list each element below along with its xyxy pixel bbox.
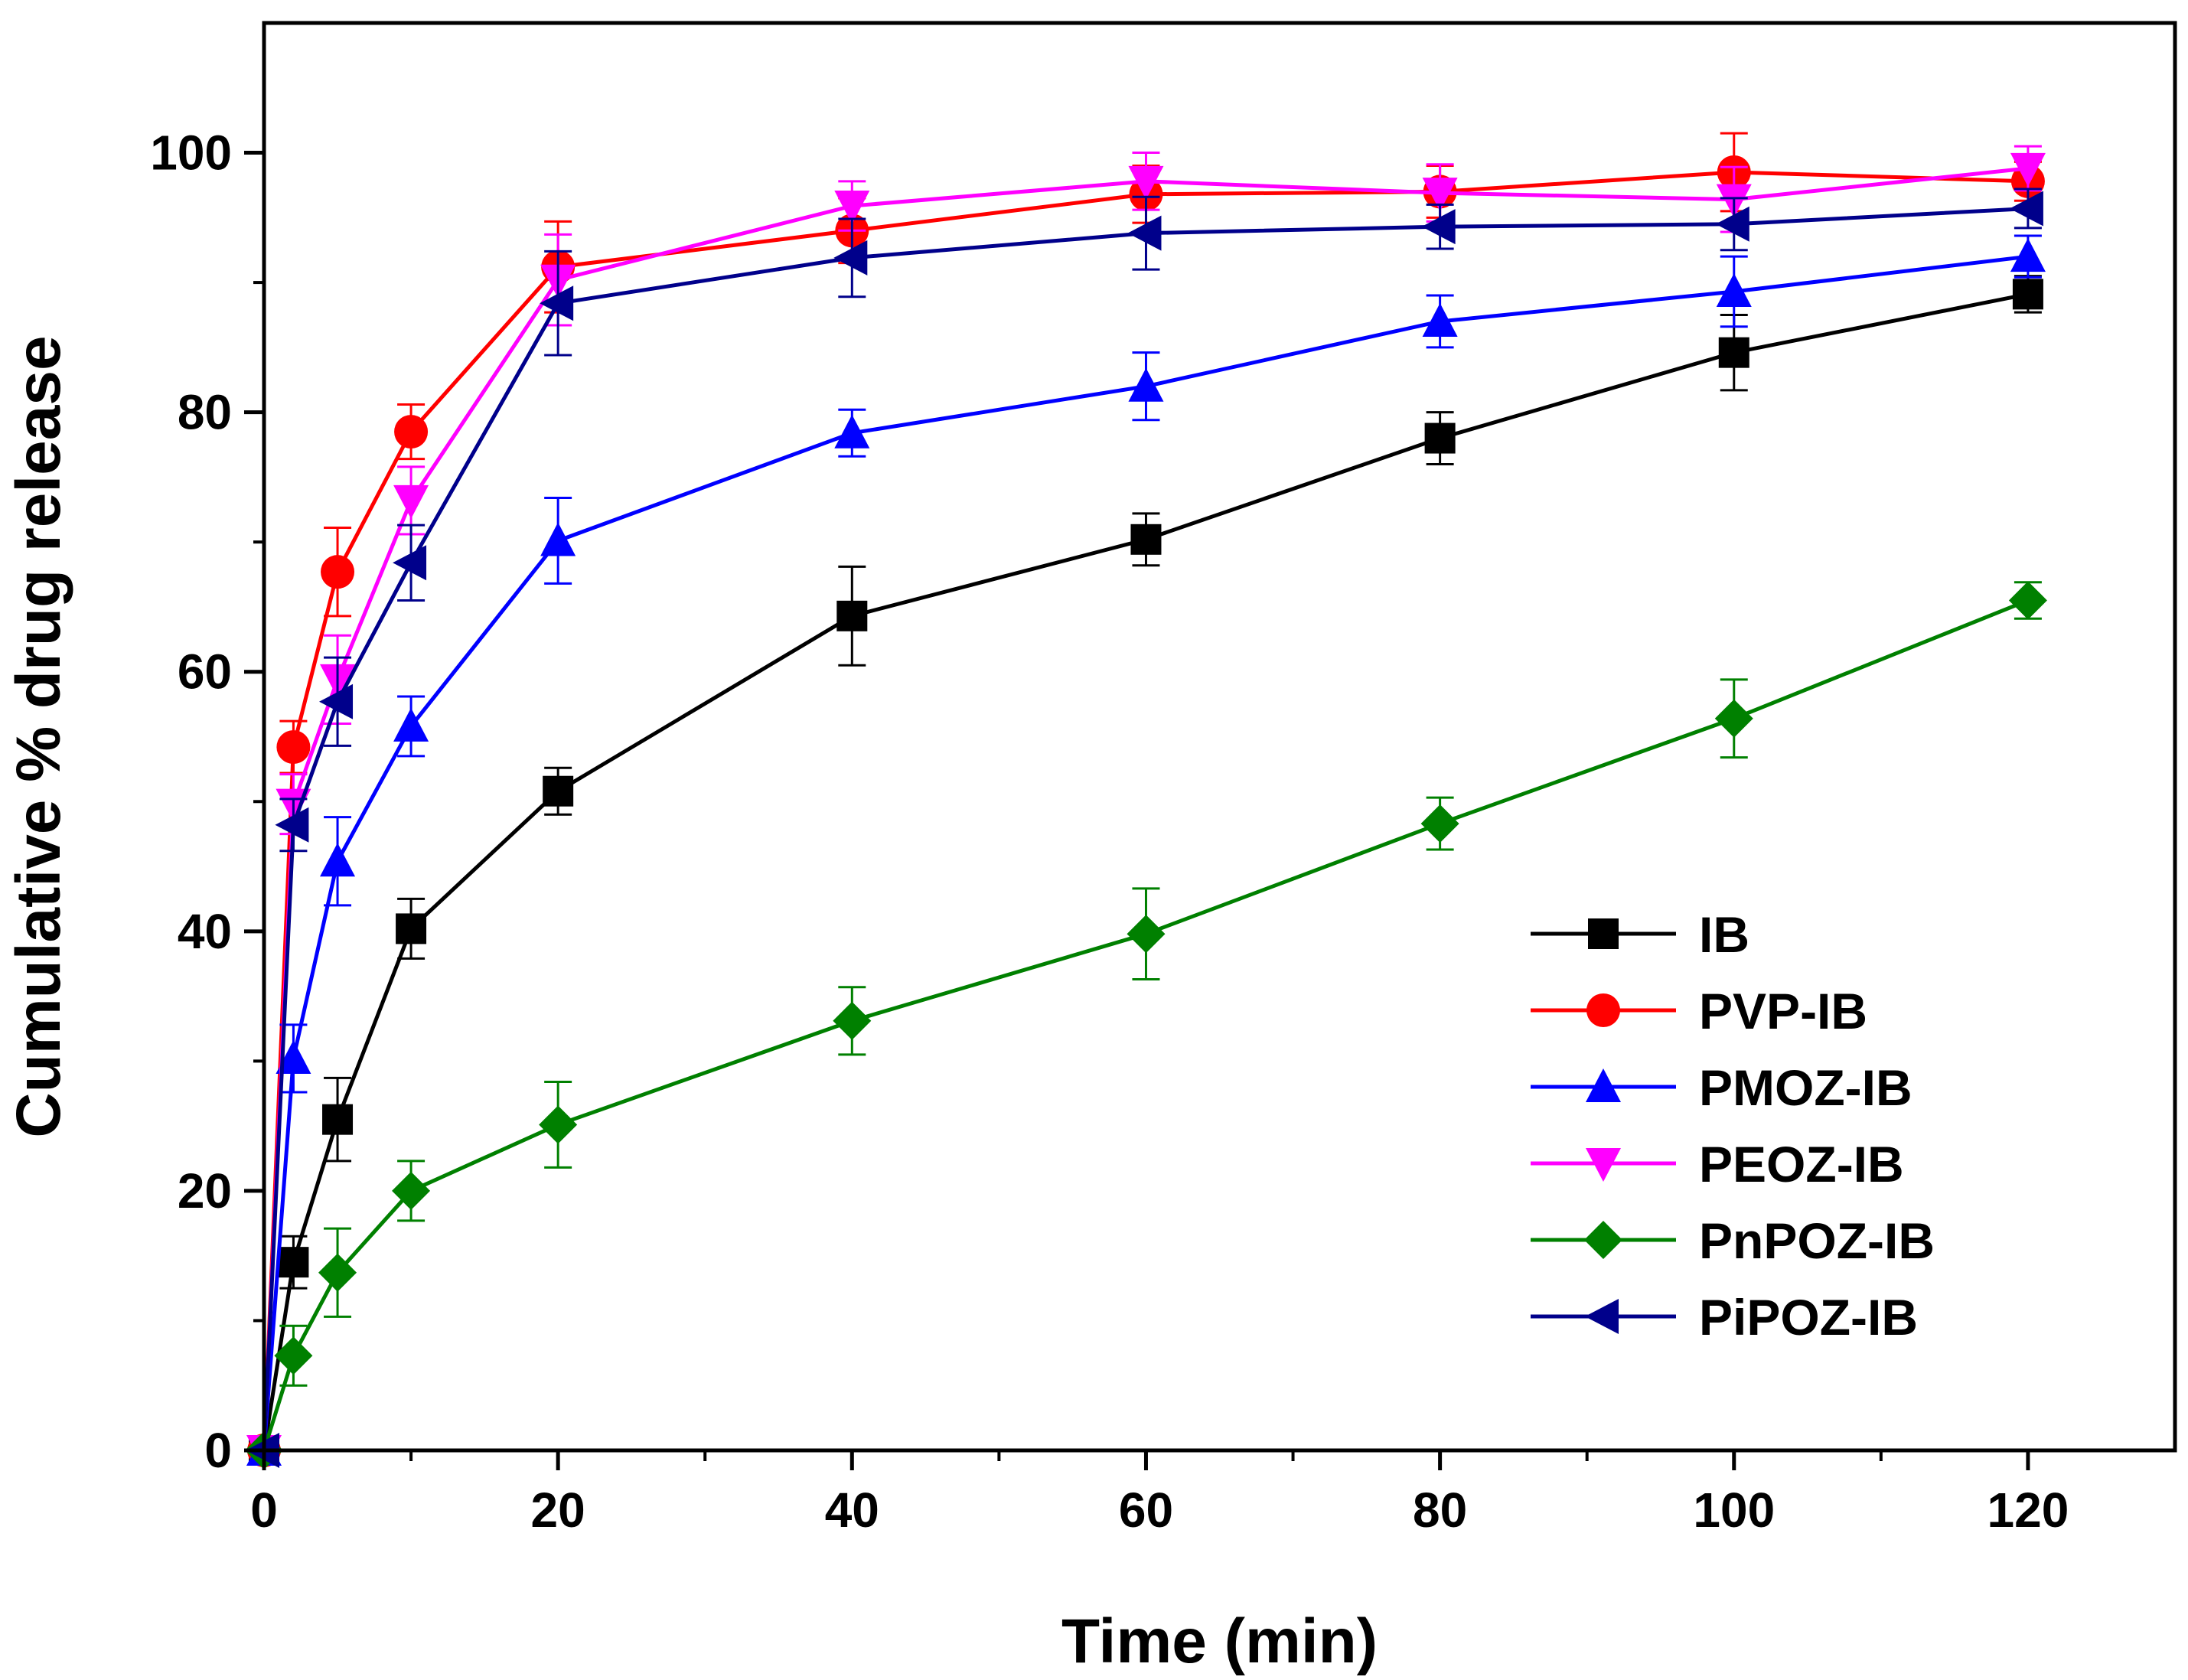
data-point [392,1171,431,1210]
x-tick-label: 0 [250,1483,278,1538]
data-point [1422,302,1458,337]
data-point [1715,206,1749,242]
legend: IB PVP-IB PMOZ-IB PEOZ-IB PnPOZ-IB PiPOZ-IB [1531,906,1935,1346]
data-point [393,484,429,519]
data-point [1421,209,1456,245]
y-tick-label: 80 [178,385,232,440]
series-line [262,599,2029,1451]
data-point [2008,581,2047,620]
data-point [540,285,574,321]
series-ib [249,275,2043,1466]
legend-marker [1586,1068,1621,1102]
data-point [1130,524,1162,555]
legend-marker [1586,993,1620,1027]
data-point [539,1105,578,1144]
data-point [2009,191,2043,227]
plot-frame [262,21,2177,1453]
data-point [1424,422,1456,454]
series-line [262,254,2029,1451]
legend-item: PVP-IB [1531,983,1867,1039]
legend-marker [1585,1299,1619,1334]
series-line [262,170,2029,1451]
data-point [396,913,427,944]
data-point [1420,804,1459,843]
legend-label: PiPOZ-IB [1699,1289,1918,1346]
series-line [262,166,2029,1451]
y-tick-label: 100 [150,126,232,181]
legend-item: IB [1531,906,1749,963]
data-point [276,730,311,765]
x-tick-label: 100 [1693,1483,1775,1538]
legend-item: PMOZ-IB [1531,1059,1912,1116]
legend-item: PnPOZ-IB [1531,1212,1935,1269]
data-point [834,191,870,225]
data-point [540,522,576,556]
data-point [836,600,868,631]
legend-label: PMOZ-IB [1699,1059,1912,1116]
series-layer [245,132,2047,1470]
data-point [394,415,429,449]
x-tick-label: 40 [825,1483,879,1538]
legend-marker [1584,1221,1622,1259]
data-point [1127,915,1166,954]
x-tick-label: 20 [531,1483,585,1538]
x-axis-title: Time (min) [1061,1607,1378,1676]
legend-marker [1588,918,1619,949]
series-pipoz-ib [246,188,2043,1468]
legend-label: IB [1699,906,1749,963]
data-point [1714,699,1753,738]
y-tick-label: 20 [178,1163,232,1218]
legend-label: PEOZ-IB [1699,1136,1904,1192]
y-axis-title: Cumulative % drug release [4,335,73,1137]
data-point [393,707,429,742]
axes-layer: 0 20 40 60 80 100 120 0 20 40 60 80 100 Time (min) Cum… [4,21,2177,1676]
legend-label: PVP-IB [1699,983,1867,1039]
data-point [276,1039,311,1074]
x-tick-label: 80 [1413,1483,1467,1538]
data-point [2010,238,2046,272]
x-tick-label: 120 [1987,1483,2069,1538]
data-point [2012,279,2043,310]
data-point [1127,215,1162,251]
data-point [543,775,574,807]
series-line [262,206,2029,1451]
data-point [1718,337,1749,368]
data-point [275,807,309,843]
series-pmoz-ib [246,234,2046,1466]
data-point [319,683,354,719]
data-point [318,1253,357,1292]
x-tick-label: 60 [1119,1483,1173,1538]
y-tick-label: 40 [178,904,232,959]
data-point [833,240,868,276]
data-point [278,1247,309,1278]
data-point [1716,272,1752,307]
legend-item: PEOZ-IB [1531,1136,1904,1192]
data-point [1128,165,1164,200]
legend-label: PnPOZ-IB [1699,1212,1935,1269]
data-point [833,1001,872,1040]
y-tick-label: 0 [204,1423,232,1478]
data-point [393,545,427,581]
data-point [1422,178,1458,212]
data-point [320,843,356,877]
data-point [274,1336,313,1375]
data-point [2010,152,2046,187]
series-line [262,292,2029,1451]
legend-item: PiPOZ-IB [1531,1289,1918,1346]
legend-marker [1586,1148,1621,1182]
data-point [321,555,355,589]
data-point [1128,367,1164,402]
y-tick-label: 60 [178,644,232,700]
data-point [322,1104,354,1135]
data-point [834,414,870,449]
